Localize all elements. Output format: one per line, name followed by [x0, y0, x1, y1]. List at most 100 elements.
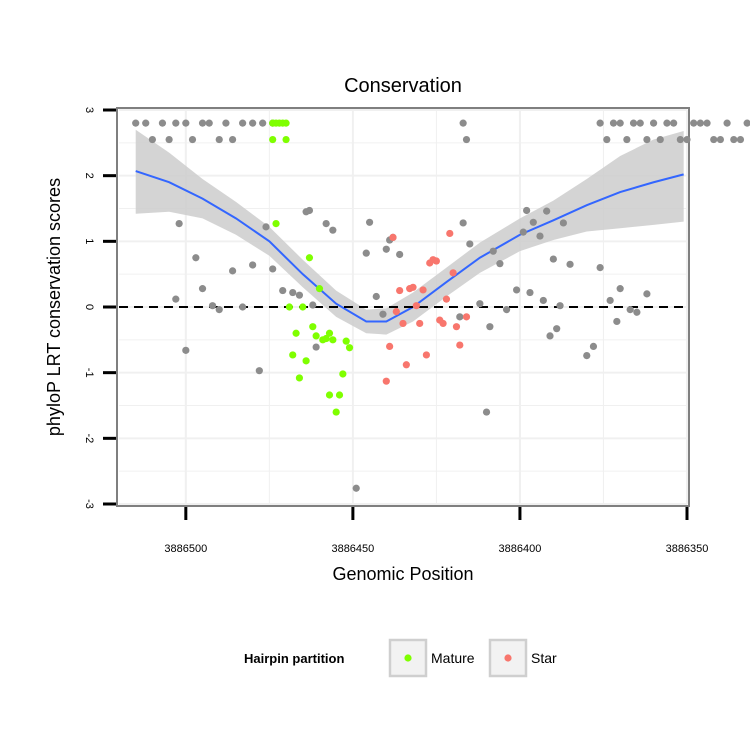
- point-star: [462, 313, 471, 321]
- point-other: [142, 119, 150, 127]
- point-other: [626, 306, 634, 314]
- point-mature: [269, 135, 277, 144]
- point-star: [399, 319, 407, 328]
- point-other: [249, 119, 257, 127]
- y-tick-label: 0: [83, 304, 95, 310]
- y-tick-label: 3: [83, 107, 95, 113]
- point-other: [730, 135, 738, 144]
- point-other: [609, 119, 618, 127]
- point-other: [312, 343, 320, 351]
- point-other: [489, 247, 497, 255]
- point-other: [690, 119, 698, 127]
- x-tick-label: 3886450: [331, 543, 374, 555]
- point-other: [466, 240, 474, 248]
- legend-swatch-mature: [404, 654, 412, 662]
- point-star: [456, 341, 464, 349]
- point-other: [559, 219, 567, 227]
- point-star: [386, 342, 394, 350]
- point-other: [710, 135, 718, 144]
- point-other: [643, 290, 651, 298]
- point-star: [389, 233, 397, 241]
- point-other: [198, 119, 207, 127]
- point-other: [589, 342, 598, 350]
- point-other: [696, 119, 704, 127]
- point-other: [546, 332, 554, 340]
- point-other: [289, 288, 297, 297]
- smooth-fit-line: [135, 170, 684, 323]
- point-mature: [295, 374, 304, 382]
- point-other: [616, 119, 624, 127]
- point-star: [396, 286, 404, 295]
- point-other: [255, 367, 263, 375]
- point-mature: [315, 285, 324, 293]
- point-mature: [299, 303, 307, 311]
- point-mature: [325, 329, 334, 337]
- point-other: [566, 260, 574, 268]
- point-other: [365, 218, 374, 226]
- confidence-band-layer: [135, 129, 684, 335]
- point-other: [269, 265, 277, 273]
- point-other: [462, 135, 471, 144]
- point-other: [229, 267, 237, 275]
- point-other: [249, 261, 257, 269]
- chart-title: Conservation: [344, 75, 462, 97]
- point-other: [613, 317, 621, 326]
- point-other: [396, 250, 404, 259]
- point-other: [549, 255, 557, 263]
- point-other: [215, 135, 223, 144]
- point-other: [352, 484, 360, 492]
- point-other: [382, 245, 390, 253]
- point-mature: [325, 391, 334, 399]
- point-other: [188, 135, 197, 144]
- point-other: [526, 288, 534, 297]
- point-mature: [282, 119, 290, 127]
- point-mature: [309, 323, 317, 331]
- point-other: [596, 119, 604, 127]
- point-other: [239, 119, 247, 127]
- point-mature: [345, 344, 354, 352]
- point-other: [519, 228, 527, 236]
- point-mature: [292, 329, 300, 337]
- point-mature: [312, 332, 320, 340]
- point-other: [182, 119, 190, 127]
- point-other: [716, 135, 725, 144]
- point-star: [402, 361, 410, 369]
- point-other: [192, 254, 200, 262]
- point-mature: [335, 391, 344, 399]
- point-other: [175, 220, 183, 228]
- point-other: [372, 292, 380, 301]
- point-other: [736, 135, 745, 144]
- point-star: [442, 295, 451, 303]
- point-mature: [285, 303, 293, 311]
- point-other: [205, 119, 213, 127]
- point-star: [432, 257, 441, 265]
- point-mature: [332, 408, 340, 416]
- x-tick-label: 3886500: [164, 543, 207, 555]
- point-other: [703, 119, 711, 127]
- point-other: [279, 286, 287, 295]
- legend-label-star: Star: [531, 650, 557, 666]
- point-other: [553, 325, 561, 333]
- point-other: [496, 260, 504, 268]
- point-mature: [329, 336, 337, 344]
- point-other: [663, 119, 671, 127]
- point-mature: [282, 135, 290, 144]
- point-other: [643, 135, 651, 144]
- point-other: [456, 313, 464, 321]
- point-other: [670, 119, 678, 127]
- point-other: [459, 219, 467, 227]
- point-mature: [302, 357, 310, 365]
- point-other: [182, 346, 190, 354]
- legend: Hairpin partition Mature Star: [244, 638, 557, 678]
- point-other: [215, 306, 223, 314]
- point-other: [148, 135, 157, 144]
- point-other: [649, 119, 658, 127]
- data-points-layer: [132, 119, 750, 492]
- point-other: [172, 295, 180, 303]
- point-star: [409, 283, 417, 291]
- point-other: [523, 206, 531, 215]
- point-other: [623, 135, 631, 144]
- point-other: [208, 302, 217, 310]
- point-star: [449, 269, 457, 277]
- y-tick-label: -3: [83, 499, 95, 509]
